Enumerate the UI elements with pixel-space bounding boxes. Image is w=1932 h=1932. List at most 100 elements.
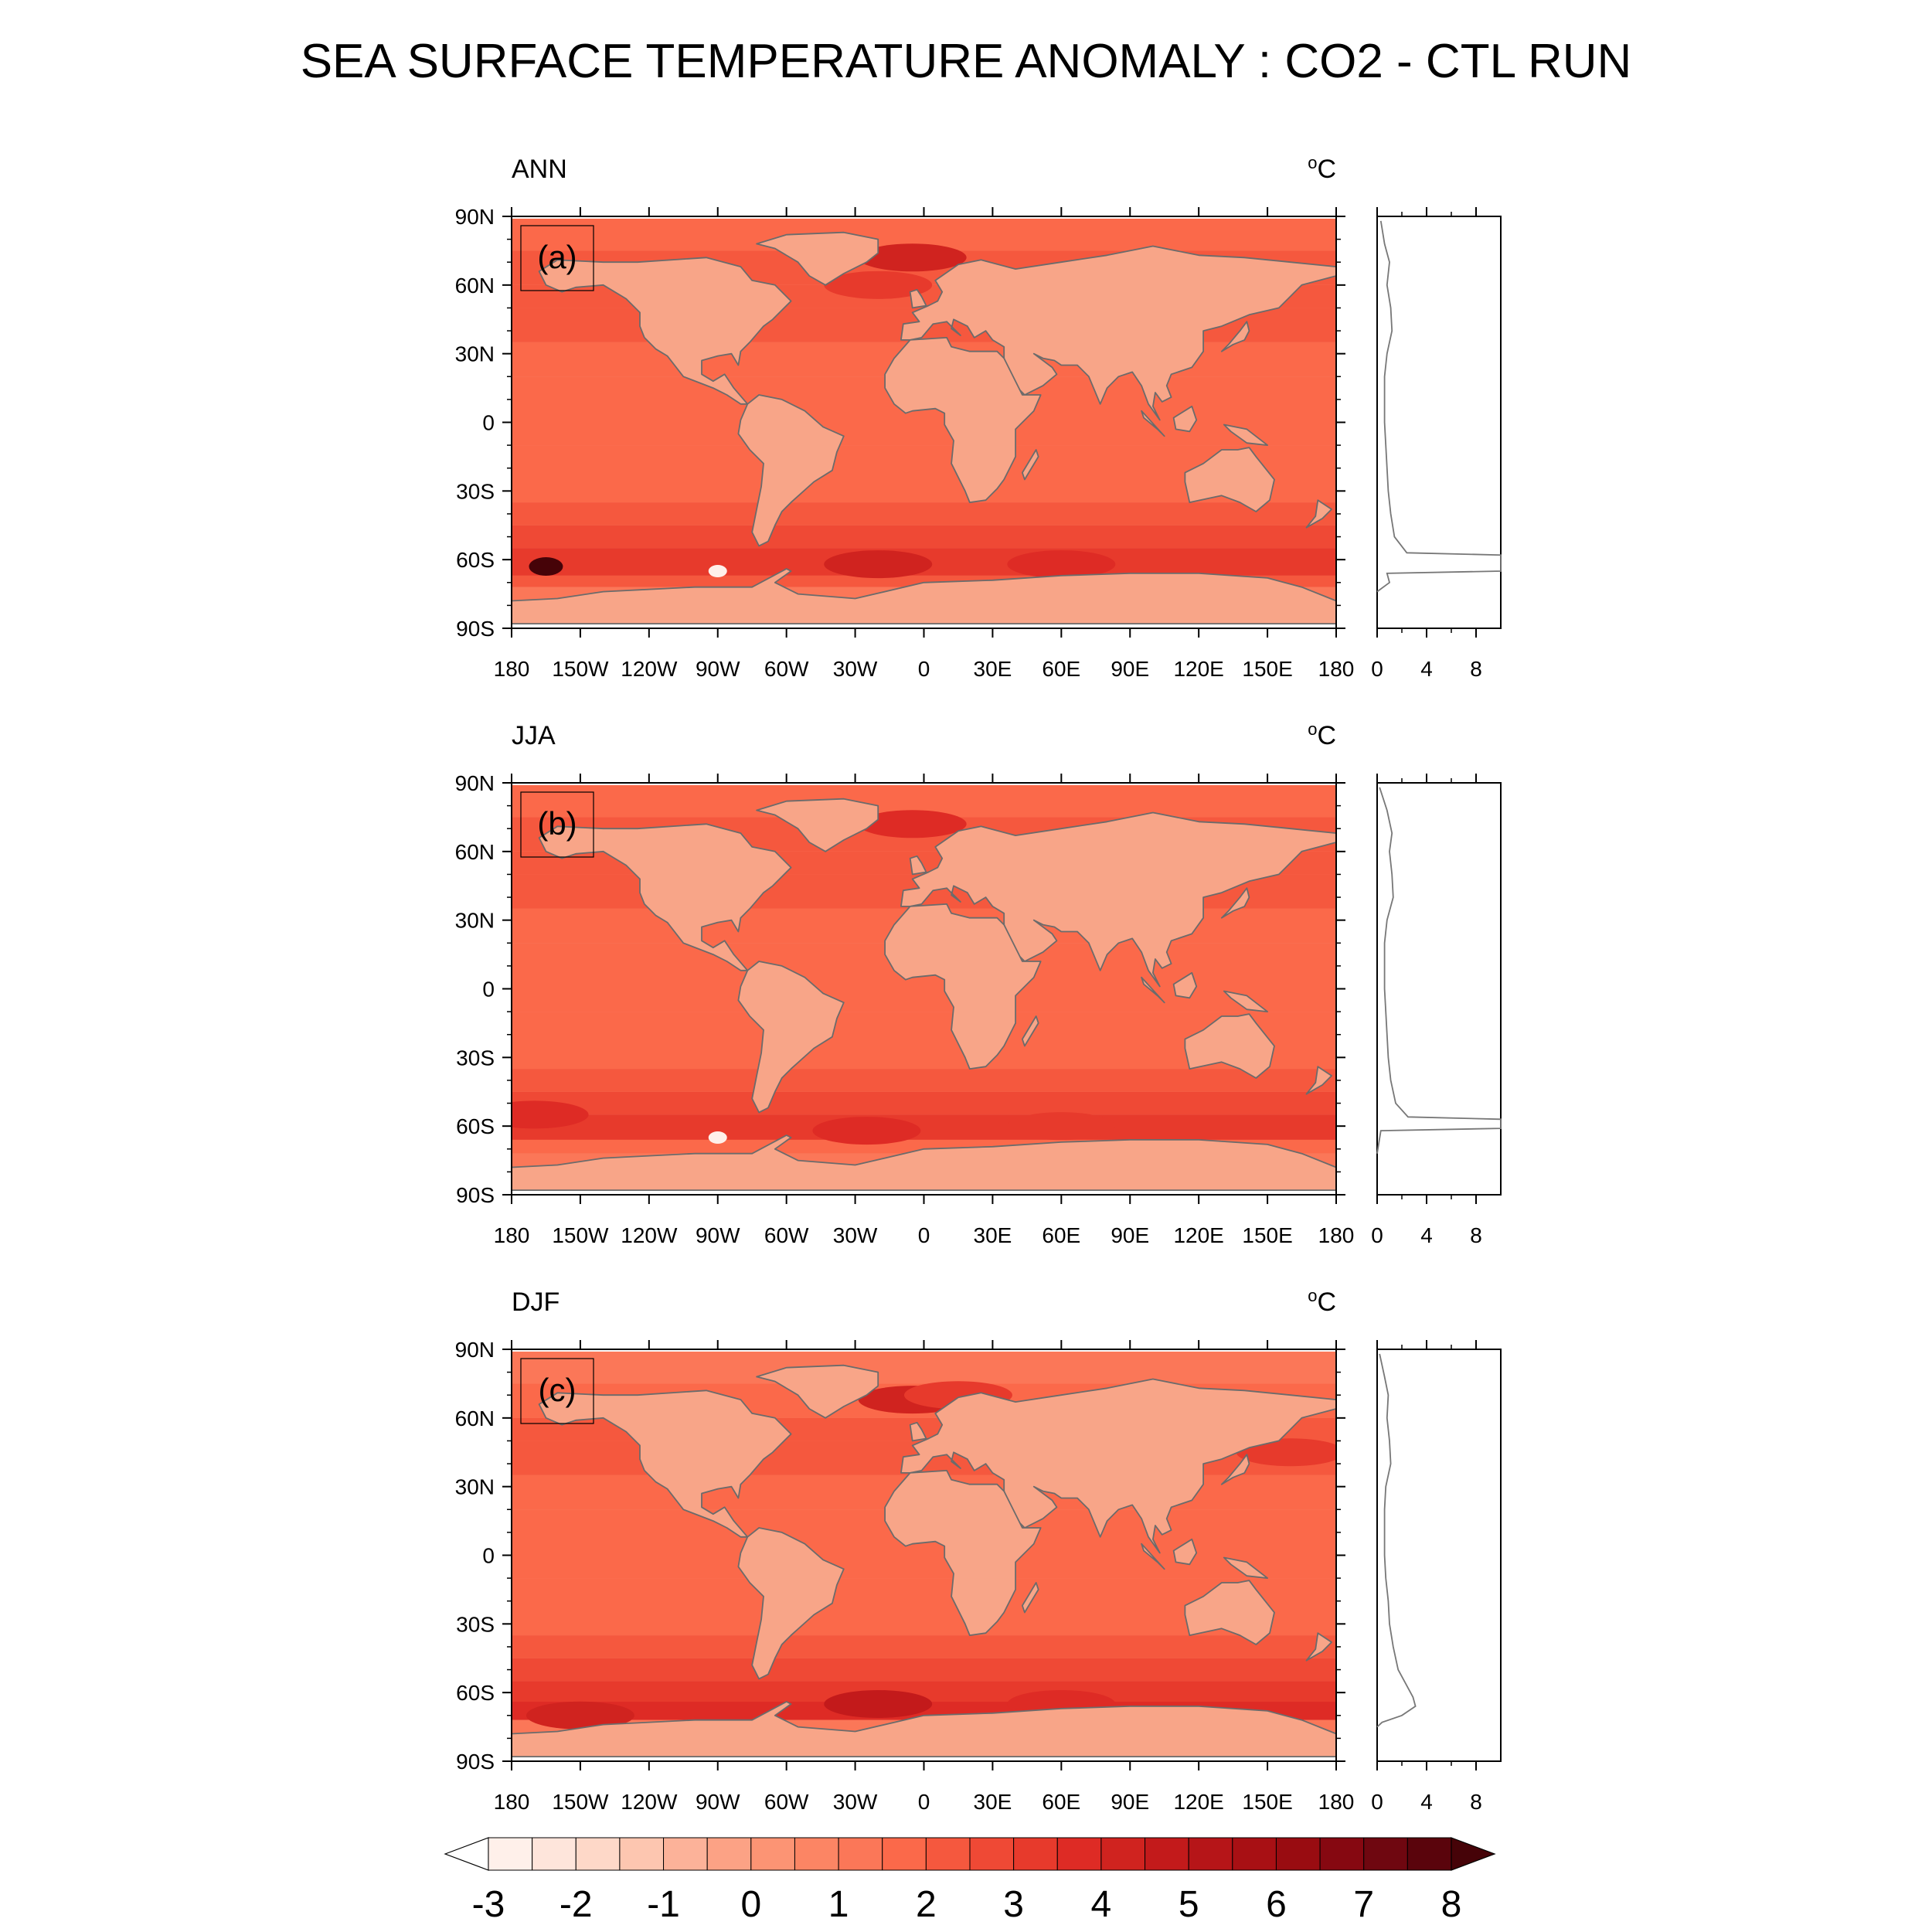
profile-frame — [1376, 1349, 1502, 1762]
x-tick-label: 150W — [552, 1790, 609, 1814]
x-tick-label: 90W — [696, 1223, 740, 1247]
landmass-africa — [884, 903, 1042, 1070]
landmass-antarctica — [512, 1701, 1336, 1758]
season-title: ANN — [512, 155, 567, 184]
profile-x-tick-label: 4 — [1420, 1223, 1433, 1247]
anomaly-hotspot — [526, 1701, 634, 1730]
x-tick-label: 90W — [696, 1790, 740, 1814]
x-tick-label: 180 — [494, 1790, 530, 1814]
x-tick-label: 0 — [918, 1790, 930, 1814]
landmass-australia — [1184, 447, 1275, 512]
zonal-band — [512, 1658, 1336, 1682]
landmass-europe-asia — [900, 1378, 1336, 1554]
colorbar-box — [882, 1837, 927, 1871]
y-tick-label: 90S — [456, 1750, 495, 1774]
colorbar-label: 8 — [1441, 1884, 1462, 1925]
landmass-madagascar — [1022, 449, 1039, 481]
colorbar-label: 7 — [1353, 1884, 1374, 1925]
x-tick-label: 60E — [1042, 657, 1080, 681]
colorbar-box — [706, 1837, 752, 1871]
x-tick-label: 180 — [1318, 1223, 1355, 1247]
colorbar-box — [532, 1837, 577, 1871]
x-tick-label: 30W — [833, 1790, 878, 1814]
colorbar-box — [1145, 1837, 1189, 1871]
profile-x-tick-label: 8 — [1470, 1790, 1482, 1814]
y-tick-label: 60S — [456, 548, 495, 572]
panel-label-box — [520, 225, 594, 291]
landmass-newzealand — [1305, 1066, 1332, 1095]
profile-line — [1376, 220, 1502, 593]
y-tick-label: 90N — [455, 771, 495, 795]
y-tick-label: 90N — [455, 1338, 495, 1362]
x-tick-label: 150E — [1242, 657, 1292, 681]
panel-label: (a) — [537, 239, 577, 275]
x-tick-label: 30E — [974, 1223, 1012, 1247]
colorbar-box — [1013, 1837, 1058, 1871]
map-field — [512, 784, 1336, 1191]
panel-label: (c) — [539, 1372, 577, 1408]
colorbar-label: -2 — [560, 1884, 593, 1925]
anomaly-hotspot — [824, 550, 933, 579]
y-tick-label: 30S — [456, 1612, 495, 1636]
landmass-greenland — [756, 798, 879, 852]
landmass-north-america — [538, 257, 792, 405]
y-tick-label: 30S — [456, 479, 495, 503]
landmass-newzealand — [1305, 499, 1332, 529]
colorbar-box — [794, 1837, 839, 1871]
panel-label-box — [520, 1358, 594, 1424]
season-title: DJF — [512, 1287, 560, 1317]
colorbar-box — [619, 1837, 665, 1871]
figure-title: SEA SURFACE TEMPERATURE ANOMALY : CO2 - … — [301, 35, 1632, 88]
landmass-borneo — [1172, 1538, 1198, 1566]
panel-jja: 90N 60N 30N 0 30S 60S 90S 180 150W 120W 90W 60W 30W 0… — [455, 719, 1502, 1247]
colorbar-box — [1232, 1837, 1277, 1871]
profile-x-tick-label: 0 — [1371, 657, 1383, 681]
x-tick-label: 150E — [1242, 1223, 1292, 1247]
panel-label-box — [520, 791, 594, 858]
landmass-sumatra — [1141, 1543, 1165, 1570]
x-tick-label: 30E — [974, 657, 1012, 681]
colorbar-label: 2 — [916, 1884, 937, 1925]
colorbar-box — [1275, 1837, 1321, 1871]
unit-label: oC — [1308, 153, 1336, 185]
y-tick-label: 0 — [482, 978, 495, 1002]
anomaly-hotspot — [812, 1117, 921, 1145]
anomaly-hotspot — [858, 243, 967, 272]
anomaly-hotspot — [1007, 1112, 1116, 1141]
unit-label: oC — [1308, 1286, 1336, 1318]
x-tick-label: 150W — [552, 1223, 609, 1247]
x-tick-label: 60W — [764, 1223, 809, 1247]
x-tick-label: 120W — [621, 1223, 678, 1247]
y-tick-label: 90N — [455, 205, 495, 229]
y-tick-label: 0 — [482, 411, 495, 435]
x-tick-label: 30E — [974, 1790, 1012, 1814]
season-title: JJA — [512, 721, 556, 750]
colorbar-label: 1 — [828, 1884, 849, 1925]
landmass-africa — [884, 336, 1042, 503]
landmass-greenland — [756, 231, 879, 286]
landmass-greatbritain — [909, 855, 927, 876]
landmass-south-america — [737, 394, 845, 547]
zonal-band — [512, 1114, 1336, 1140]
y-tick-label: 30N — [455, 342, 495, 366]
landmass-japan — [1220, 321, 1250, 352]
colorbar-box — [969, 1837, 1015, 1871]
colorbar-box — [1188, 1837, 1233, 1871]
map-field — [512, 218, 1336, 624]
x-tick-label: 60W — [764, 1790, 809, 1814]
panel-djf: 90N 60N 30N 0 30S 60S 90S 180 150W 120W 90W 60W 30W 0… — [455, 1286, 1502, 1814]
unit-letter: C — [1317, 721, 1336, 750]
colorbar-box — [663, 1837, 708, 1871]
y-tick-label: 60S — [456, 1681, 495, 1705]
x-tick-label: 90E — [1111, 657, 1149, 681]
x-tick-label: 90E — [1111, 1223, 1149, 1247]
unit-degree: o — [1308, 153, 1317, 172]
landmass-madagascar — [1022, 1015, 1039, 1047]
colorbar-right-arrow — [1451, 1837, 1496, 1871]
zonal-band — [512, 502, 1336, 526]
x-tick-label: 150W — [552, 657, 609, 681]
y-tick-label: 60S — [456, 1114, 495, 1138]
profile-line — [1376, 787, 1502, 1154]
anomaly-hotspot — [708, 1131, 727, 1144]
x-tick-label: 30W — [833, 657, 878, 681]
